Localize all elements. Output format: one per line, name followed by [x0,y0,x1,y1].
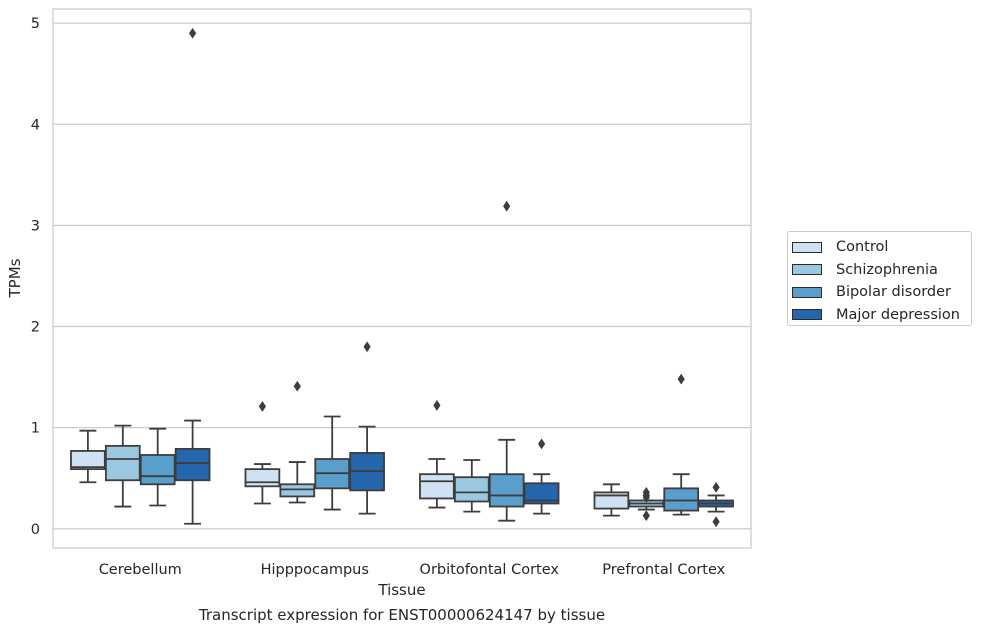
x-axis-label: Tissue [377,581,425,599]
outlier-point [363,341,371,353]
y-tick-label-3: 3 [31,218,40,234]
box-0-1 [104,424,141,508]
box-body [174,447,211,482]
legend-label-major-depression: Major depression [836,306,960,323]
box-body [593,491,630,510]
box-body [279,483,316,498]
box-0-0 [70,429,106,484]
boxes [70,27,734,528]
legend-label-schizophrenia: Schizophrenia [836,261,938,278]
box-body [663,487,700,512]
legend-item-control: Control [792,236,971,259]
legend-item-schizophrenia: Schizophrenia [792,259,971,282]
box-0-3 [174,27,211,525]
box-body [523,482,560,505]
box-body [244,468,281,488]
box-body [453,476,490,503]
legend-swatch-control [792,241,822,253]
x-tick-label-1: Hipppocampus [261,562,369,578]
box-1-0 [244,401,281,505]
box-body [419,473,455,500]
box-2-2 [488,200,525,522]
outlier-point [189,27,197,39]
y-tick-label-0: 0 [31,522,40,538]
legend-swatch-bipolar-disorder [792,286,822,298]
outlier-point [258,401,266,412]
box-0-2 [139,427,176,507]
outlier-point [503,200,511,212]
box-1-1 [279,380,316,504]
legend-swatch-schizophrenia [792,264,822,276]
outlier-point [677,373,685,385]
y-tick-label-5: 5 [31,16,40,32]
box-3-0 [593,483,630,517]
outlier-point [712,481,720,493]
legend-label-bipolar-disorder: Bipolar disorder [836,284,951,301]
box-3-1 [628,486,665,522]
y-axis-label: TPMs [6,258,24,298]
box-1-3 [349,341,385,515]
outlier-point [712,516,720,528]
outlier-point [642,510,650,522]
x-tick-label-3: Prefrontal Cortex [602,562,725,578]
x-tick-labels: Cerebellum Hipppocampus Orbitofontal Corte… [99,562,726,578]
outlier-point [433,400,441,411]
y-tick-label-4: 4 [31,117,40,133]
x-tick-label-2: Orbitofontal Cortex [420,562,560,578]
box-body [488,473,525,508]
box-body [104,444,141,482]
box-2-3 [523,438,560,515]
box-3-3 [698,481,734,528]
y-tick-label-2: 2 [31,320,40,336]
plot-area-frame [52,8,752,549]
legend-item-bipolar-disorder: Bipolar disorder [792,281,971,304]
figure-caption: Transcript expression for ENST0000062414… [198,606,606,624]
legend-swatch-major-depression [792,309,822,321]
outlier-point [538,438,546,450]
box-3-2 [663,373,700,516]
y-tick-label-1: 1 [31,421,40,437]
x-tick-label-0: Cerebellum [99,562,182,578]
outlier-point [293,380,301,392]
gridlines [53,22,751,530]
legend-label-control: Control [836,239,889,256]
outlier-point [642,486,650,498]
box-body [70,450,106,471]
legend-item-major-depression: Major depression [792,304,971,327]
box-2-0 [419,400,455,509]
box-2-1 [453,459,490,513]
y-tick-labels: 0 1 2 3 4 5 [31,16,40,538]
box-1-2 [314,415,351,511]
legend: Control Schizophrenia Bipolar disorder M… [787,231,972,326]
box-body [139,454,176,486]
